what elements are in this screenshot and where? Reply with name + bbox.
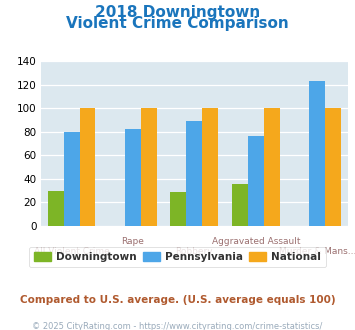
Legend: Downingtown, Pennsylvania, National: Downingtown, Pennsylvania, National [29, 247, 326, 267]
Text: Aggravated Assault: Aggravated Assault [212, 237, 300, 246]
Text: All Violent Crime: All Violent Crime [34, 247, 109, 256]
Bar [309, 81, 325, 226]
Text: Violent Crime Comparison: Violent Crime Comparison [66, 16, 289, 31]
Text: Murder & Mans...: Murder & Mans... [279, 247, 355, 256]
Bar [248, 137, 264, 226]
Text: 2018 Downingtown: 2018 Downingtown [95, 5, 260, 20]
Bar [202, 108, 218, 226]
Bar [264, 108, 280, 226]
Text: © 2025 CityRating.com - https://www.cityrating.com/crime-statistics/: © 2025 CityRating.com - https://www.city… [32, 322, 323, 330]
Bar [232, 183, 248, 226]
Bar [80, 108, 95, 226]
Bar [141, 108, 157, 226]
Bar [125, 129, 141, 226]
Text: Rape: Rape [121, 237, 144, 246]
Bar [64, 132, 80, 226]
Text: Compared to U.S. average. (U.S. average equals 100): Compared to U.S. average. (U.S. average … [20, 295, 335, 305]
Bar [186, 121, 202, 226]
Bar [170, 192, 186, 226]
Bar [325, 108, 341, 226]
Text: Robbery: Robbery [176, 247, 213, 256]
Bar [48, 191, 64, 226]
